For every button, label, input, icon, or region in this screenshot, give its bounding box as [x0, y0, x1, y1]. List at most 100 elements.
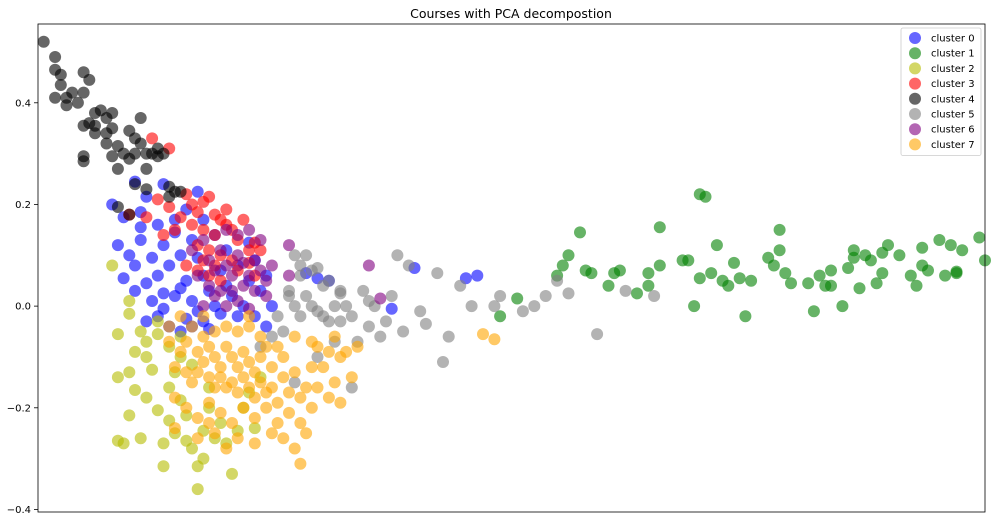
scatter-point — [129, 345, 141, 358]
series-cluster-4 — [37, 35, 187, 221]
scatter-point — [773, 223, 786, 236]
scatter-point — [556, 259, 569, 272]
scatter-point — [220, 223, 233, 236]
scatter-point — [882, 239, 894, 252]
scatter-point — [237, 213, 250, 226]
scatter-point — [283, 239, 295, 252]
scatter-point — [106, 107, 119, 119]
scatter-point — [813, 269, 826, 282]
scatter-point — [322, 391, 335, 404]
scatter-point — [174, 345, 187, 358]
scatter-point — [653, 259, 666, 272]
scatter-point — [254, 244, 267, 257]
scatter-point — [277, 351, 290, 363]
scatter-point — [277, 371, 290, 384]
scatter-point — [191, 432, 204, 445]
scatter-point — [151, 218, 164, 231]
scatter-point — [328, 330, 341, 343]
scatter-point — [437, 356, 449, 368]
y-tick-label: 0.2 — [15, 200, 31, 211]
scatter-point — [208, 381, 221, 394]
scatter-point — [203, 279, 216, 292]
scatter-point — [197, 300, 210, 313]
scatter-point — [288, 300, 301, 313]
scatter-point — [146, 132, 159, 145]
scatter-point — [322, 345, 335, 358]
scatter-point — [334, 396, 347, 409]
scatter-point — [129, 178, 141, 191]
scatter-point — [283, 406, 295, 419]
scatter-point — [385, 290, 398, 302]
scatter-point — [345, 310, 358, 323]
scatter-point — [334, 284, 347, 297]
scatter-point — [117, 272, 130, 285]
scatter-point — [54, 79, 67, 91]
scatter-point — [288, 442, 301, 455]
scatter-point — [186, 244, 198, 257]
scatter-point — [562, 249, 575, 262]
scatter-point — [248, 437, 261, 450]
scatter-point — [294, 259, 307, 272]
scatter-point — [163, 335, 176, 348]
scatter-point — [111, 328, 124, 341]
scatter-point — [944, 239, 957, 252]
scatter-point — [151, 328, 164, 341]
scatter-point — [254, 351, 267, 363]
scatter-point — [322, 274, 335, 287]
scatter-point — [191, 483, 204, 496]
scatter-point — [288, 249, 301, 262]
scatter-point — [870, 277, 883, 290]
scatter-point — [922, 264, 934, 277]
scatter-point — [260, 320, 273, 333]
scatter-point — [208, 427, 221, 440]
scatter-point — [214, 406, 227, 419]
scatter-point — [265, 427, 278, 440]
scatter-point — [842, 262, 855, 274]
legend: cluster 0 cluster 1 cluster 2 cluster 3 clus… — [900, 27, 982, 156]
scatter-point — [265, 330, 278, 343]
scatter-point — [562, 287, 575, 300]
scatter-point — [157, 239, 170, 252]
scatter-point — [745, 274, 758, 287]
scatter-point — [203, 244, 216, 257]
scatter-point — [146, 295, 159, 307]
scatter-point — [237, 279, 250, 292]
scatter-point — [117, 437, 130, 450]
scatter-point — [277, 432, 290, 445]
y-tick-label: −0.4 — [7, 505, 31, 516]
scatter-point — [180, 335, 193, 348]
legend-marker — [909, 138, 921, 151]
scatter-point — [197, 310, 210, 323]
scatter-point — [186, 442, 198, 455]
scatter-point — [54, 68, 67, 81]
legend-label: cluster 1 — [931, 49, 975, 60]
scatter-point — [243, 356, 256, 368]
scatter-point — [37, 35, 50, 48]
scatter-point — [129, 284, 141, 297]
scatter-point — [129, 384, 141, 396]
scatter-point — [214, 371, 227, 384]
scatter-point — [163, 320, 176, 333]
scatter-point — [174, 310, 187, 323]
scatter-point — [488, 333, 501, 346]
scatter-point — [494, 290, 507, 302]
scatter-point — [100, 137, 113, 150]
scatter-point — [140, 183, 153, 196]
scatter-point — [220, 300, 233, 313]
scatter-point — [248, 391, 261, 404]
scatter-point — [773, 244, 786, 257]
scatter-point — [191, 366, 204, 379]
scatter-point — [140, 162, 153, 175]
scatter-point — [111, 371, 124, 384]
scatter-point — [140, 211, 153, 224]
legend-label: cluster 5 — [931, 110, 975, 121]
scatter-point — [191, 412, 204, 424]
scatter-point — [226, 351, 238, 363]
scatter-point — [910, 279, 923, 292]
scatter-point — [374, 330, 387, 343]
scatter-point — [186, 320, 198, 333]
scatter-point — [294, 310, 307, 323]
series-cluster-6 — [186, 223, 387, 315]
scatter-point — [168, 422, 181, 435]
